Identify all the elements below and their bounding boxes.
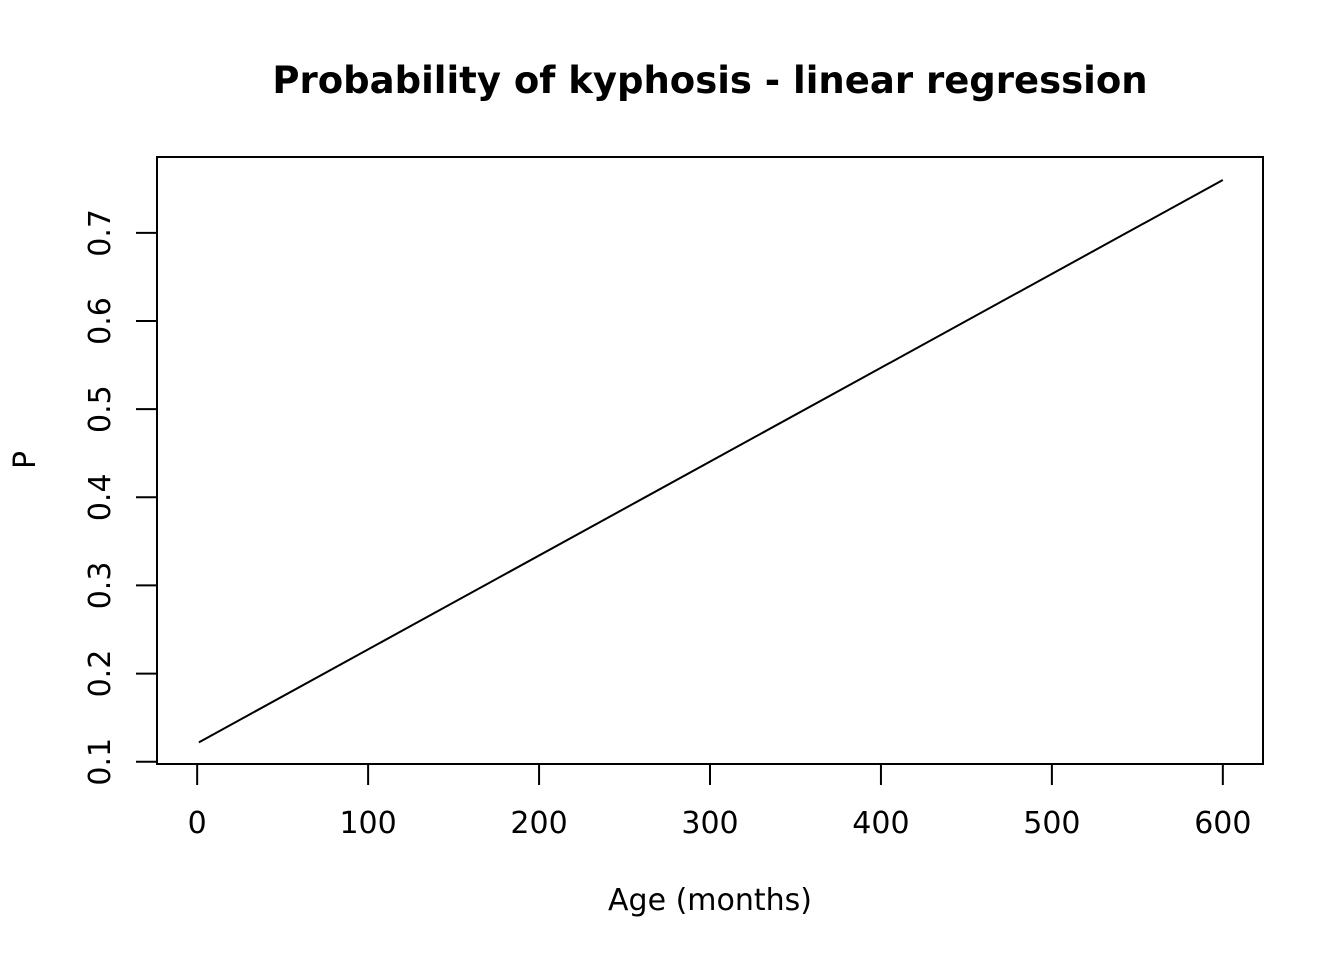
x-tick-label: 400: [852, 806, 909, 841]
y-tick-label: 0.7: [83, 209, 118, 257]
y-axis: 0.1 0.2 0.3 0.4 0.5 0.6 0.7: [83, 209, 158, 786]
y-tick-label: 0.1: [83, 738, 118, 786]
x-tick-label: 500: [1023, 806, 1080, 841]
series-layer: [198, 179, 1224, 744]
x-tick-label: 100: [339, 806, 396, 841]
y-tick-label: 0.6: [83, 297, 118, 345]
y-axis-label: P: [8, 451, 43, 469]
x-axis-label: Age (months): [608, 883, 812, 918]
chart-title: Probability of kyphosis - linear regress…: [272, 59, 1147, 102]
y-tick-label: 0.4: [83, 473, 118, 521]
y-tick-label: 0.5: [83, 385, 118, 433]
y-tick-label: 0.2: [83, 650, 118, 698]
x-tick-label: 0: [188, 806, 207, 841]
x-tick-label: 600: [1194, 806, 1251, 841]
y-tick-label: 0.3: [83, 562, 118, 610]
x-axis: 0 100 200 300 400 500 600: [188, 763, 1251, 841]
x-tick-label: 300: [681, 806, 738, 841]
series-line: [198, 179, 1224, 744]
x-tick-label: 200: [510, 806, 567, 841]
